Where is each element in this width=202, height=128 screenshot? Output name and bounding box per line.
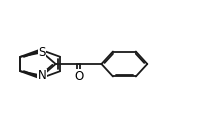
Text: S: S — [39, 46, 46, 59]
Text: O: O — [74, 70, 83, 83]
Text: N: N — [38, 69, 46, 82]
